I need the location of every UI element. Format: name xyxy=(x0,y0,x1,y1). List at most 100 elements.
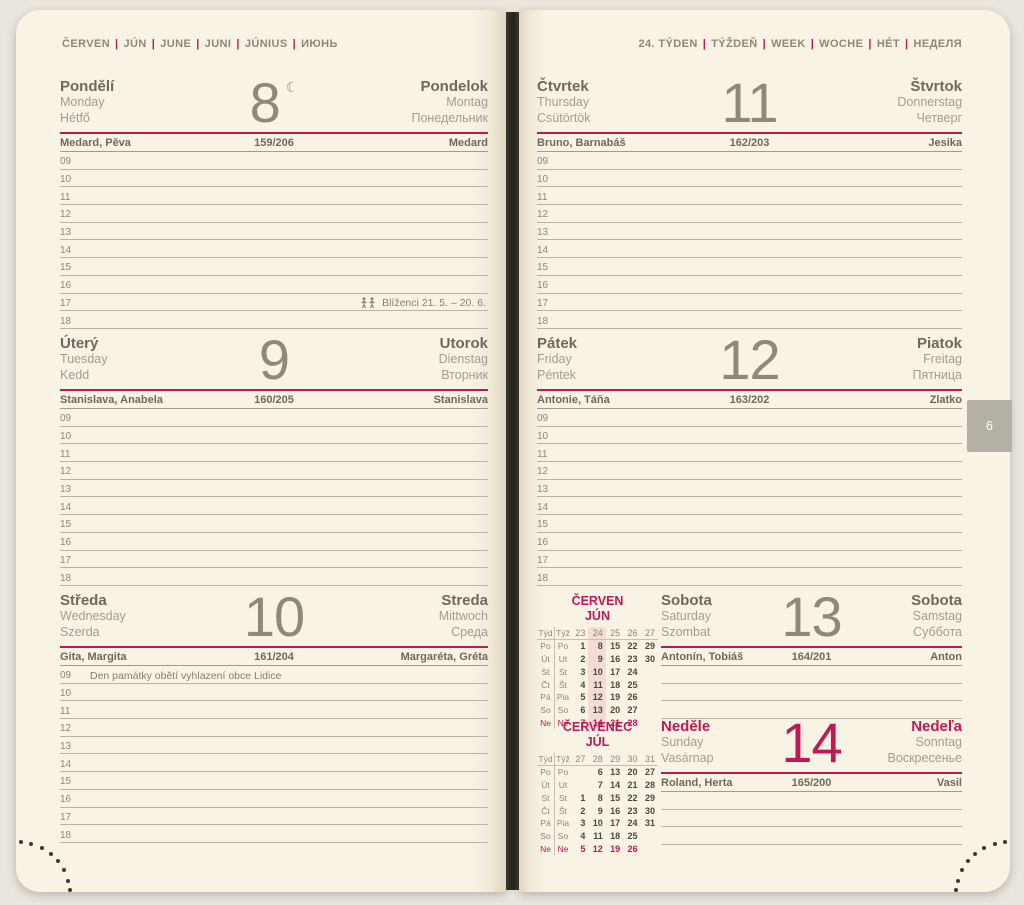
tuesday-row-12[interactable]: 12 xyxy=(60,462,488,480)
mini-cal-day[interactable]: 1 xyxy=(580,792,586,803)
mini-cal-day[interactable]: 6 xyxy=(597,767,603,778)
mini-cal-day[interactable]: 18 xyxy=(610,679,621,690)
mini-cal-day[interactable]: 9 xyxy=(588,652,606,666)
mini-cal-day[interactable]: 29 xyxy=(644,641,655,652)
saturday-row-1[interactable] xyxy=(661,666,962,684)
mini-cal-day[interactable]: 5 xyxy=(580,843,586,854)
mini-cal-day[interactable]: 23 xyxy=(627,805,638,816)
wednesday-row-12[interactable]: 12 xyxy=(60,719,488,737)
mini-cal-day[interactable]: 4 xyxy=(580,831,586,842)
sunday-row-3[interactable] xyxy=(661,827,962,846)
wednesday-row-10[interactable]: 10 xyxy=(60,684,488,702)
mini-cal-day[interactable]: 16 xyxy=(610,805,621,816)
wednesday-row-14[interactable]: 14 xyxy=(60,754,488,773)
friday-row-15[interactable]: 15 xyxy=(537,515,962,533)
mini-cal-day[interactable]: 30 xyxy=(644,653,655,664)
tuesday-row-18[interactable]: 18 xyxy=(60,568,488,586)
friday-row-17[interactable]: 17 xyxy=(537,551,962,569)
mini-cal-day[interactable]: 8 xyxy=(597,792,603,803)
tuesday-row-17[interactable]: 17 xyxy=(60,551,488,569)
mini-cal-day[interactable]: 11 xyxy=(588,678,606,691)
mini-cal-day[interactable]: 19 xyxy=(610,692,621,703)
month-tab[interactable]: 6 xyxy=(967,400,1012,452)
tuesday-row-15[interactable]: 15 xyxy=(60,515,488,533)
mini-cal-day[interactable]: 10 xyxy=(588,665,606,679)
friday-row-11[interactable]: 11 xyxy=(537,444,962,463)
thursday-row-17[interactable]: 17 xyxy=(537,294,962,312)
mini-cal-day[interactable]: 10 xyxy=(592,818,603,829)
tuesday-row-16[interactable]: 16 xyxy=(60,533,488,551)
mini-cal-day[interactable]: 20 xyxy=(627,767,638,778)
monday-row-16[interactable]: 16 xyxy=(60,276,488,294)
mini-cal-day[interactable]: 29 xyxy=(644,792,655,803)
tuesday-row-10[interactable]: 10 xyxy=(60,427,488,445)
sunday-row-2[interactable] xyxy=(661,810,962,828)
friday-row-09[interactable]: 09 xyxy=(537,409,962,427)
mini-cal-day[interactable]: 21 xyxy=(610,717,621,728)
mini-cal-day[interactable]: 22 xyxy=(627,641,638,652)
mini-cal-day[interactable]: 7 xyxy=(580,717,586,728)
mini-cal-day[interactable]: 9 xyxy=(597,805,603,816)
mini-cal-day[interactable]: 12 xyxy=(592,843,603,854)
mini-cal-day[interactable]: 16 xyxy=(610,653,621,664)
thursday-row-09[interactable]: 09 xyxy=(537,152,962,170)
wednesday-row-18[interactable]: 18 xyxy=(60,825,488,843)
monday-row-10[interactable]: 10 xyxy=(60,170,488,188)
thursday-row-15[interactable]: 15 xyxy=(537,258,962,276)
mini-cal-day[interactable]: 17 xyxy=(610,818,621,829)
wednesday-row-16[interactable]: 16 xyxy=(60,790,488,808)
monday-row-12[interactable]: 12 xyxy=(60,205,488,223)
mini-cal-day[interactable]: 1 xyxy=(580,641,586,652)
wednesday-row-11[interactable]: 11 xyxy=(60,701,488,720)
sunday-row-1[interactable] xyxy=(661,792,962,810)
mini-cal-day[interactable]: 21 xyxy=(627,779,638,790)
thursday-row-16[interactable]: 16 xyxy=(537,276,962,294)
mini-cal-day[interactable]: 7 xyxy=(597,779,603,790)
mini-cal-day[interactable]: 25 xyxy=(627,831,638,842)
mini-cal-day[interactable]: 2 xyxy=(580,653,586,664)
wednesday-row-09[interactable]: 09 Den památky obětí vyhlazení obce Lidic… xyxy=(60,666,488,684)
mini-cal-day[interactable]: 6 xyxy=(580,705,586,716)
mini-cal-day[interactable]: 13 xyxy=(588,703,606,717)
tuesday-row-09[interactable]: 09 xyxy=(60,409,488,427)
thursday-row-11[interactable]: 11 xyxy=(537,187,962,206)
saturday-row-2[interactable] xyxy=(661,684,962,702)
mini-cal-day[interactable]: 25 xyxy=(627,679,638,690)
mini-cal-day[interactable]: 27 xyxy=(644,767,655,778)
thursday-row-12[interactable]: 12 xyxy=(537,205,962,223)
mini-cal-day[interactable]: 24 xyxy=(627,818,638,829)
monday-row-09[interactable]: 09 xyxy=(60,152,488,170)
mini-cal-day[interactable]: 22 xyxy=(627,792,638,803)
mini-cal-day[interactable]: 8 xyxy=(588,639,606,653)
mini-cal-day[interactable]: 26 xyxy=(627,692,638,703)
friday-row-10[interactable]: 10 xyxy=(537,427,962,445)
mini-cal-day[interactable]: 20 xyxy=(610,705,621,716)
mini-cal-day[interactable]: 5 xyxy=(580,692,586,703)
tuesday-row-13[interactable]: 13 xyxy=(60,480,488,498)
mini-cal-day[interactable]: 14 xyxy=(588,716,606,730)
saturday-row-3[interactable] xyxy=(661,701,962,720)
tuesday-row-14[interactable]: 14 xyxy=(60,497,488,516)
friday-row-12[interactable]: 12 xyxy=(537,462,962,480)
mini-cal-day[interactable]: 18 xyxy=(610,831,621,842)
monday-row-13[interactable]: 13 xyxy=(60,223,488,241)
mini-cal-day[interactable]: 4 xyxy=(580,679,586,690)
mini-cal-day[interactable]: 15 xyxy=(610,641,621,652)
mini-cal-day[interactable]: 15 xyxy=(610,792,621,803)
mini-cal-day[interactable]: 11 xyxy=(593,831,603,842)
wednesday-row-17[interactable]: 17 xyxy=(60,808,488,826)
mini-cal-day[interactable]: 13 xyxy=(610,767,621,778)
monday-row-17[interactable]: 17 Blíženci 21. 5. – 20. 6. xyxy=(60,294,488,312)
tuesday-row-11[interactable]: 11 xyxy=(60,444,488,463)
mini-cal-day[interactable]: 28 xyxy=(644,779,655,790)
friday-row-18[interactable]: 18 xyxy=(537,568,962,586)
friday-row-16[interactable]: 16 xyxy=(537,533,962,551)
mini-cal-day[interactable]: 2 xyxy=(580,805,586,816)
thursday-row-14[interactable]: 14 xyxy=(537,240,962,259)
friday-row-13[interactable]: 13 xyxy=(537,480,962,498)
mini-cal-day[interactable]: 19 xyxy=(610,843,621,854)
monday-row-15[interactable]: 15 xyxy=(60,258,488,276)
thursday-row-18[interactable]: 18 xyxy=(537,311,962,329)
mini-cal-day[interactable]: 26 xyxy=(627,843,638,854)
monday-row-14[interactable]: 14 xyxy=(60,240,488,259)
